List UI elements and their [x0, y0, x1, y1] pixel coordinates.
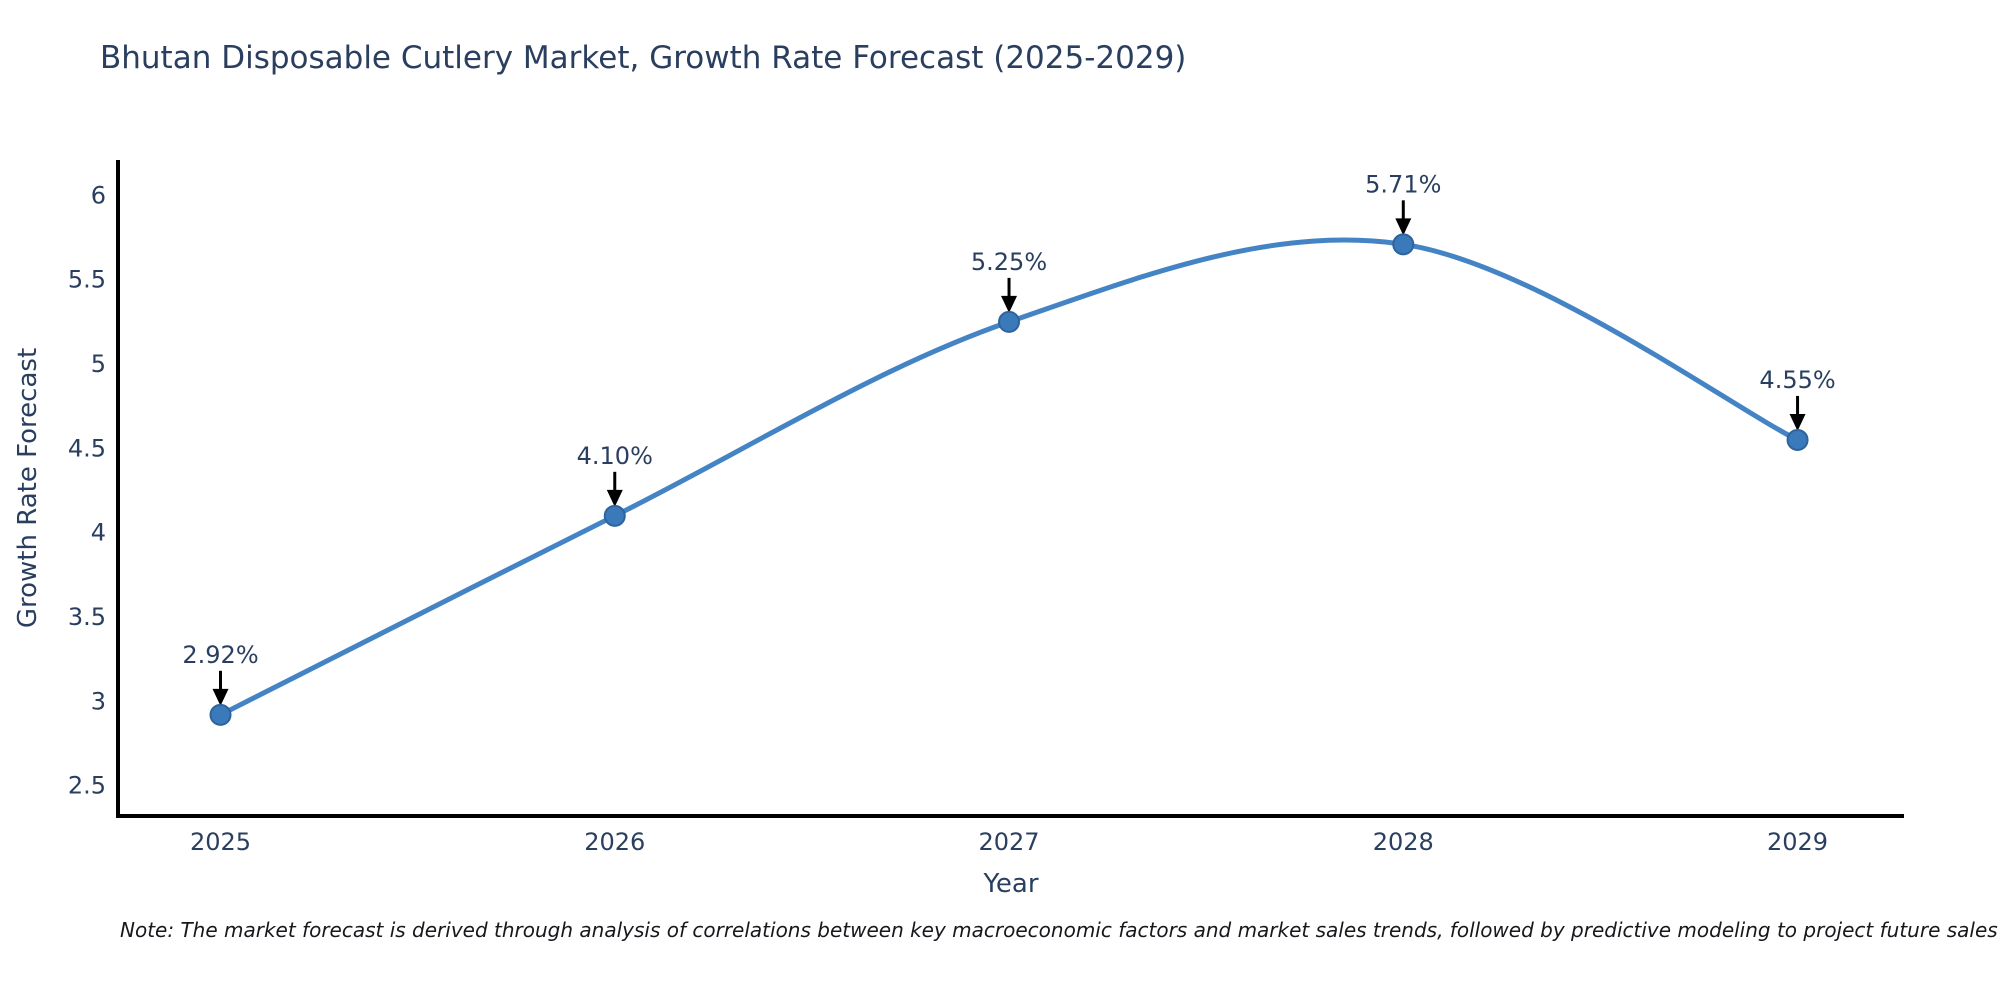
data-point-marker — [603, 504, 626, 527]
data-point-label: 5.25% — [971, 248, 1047, 276]
x-tick-label: 2028 — [1373, 828, 1434, 856]
annotation-arrowhead-icon — [1395, 218, 1412, 236]
annotation-arrowhead-icon — [212, 688, 229, 706]
x-tick-label: 2026 — [584, 828, 645, 856]
data-point-marker — [1786, 428, 1809, 451]
data-point-label: 4.10% — [577, 442, 653, 470]
data-point-marker — [1392, 233, 1415, 256]
x-tick-label: 2025 — [190, 828, 251, 856]
y-tick-label: 2.5 — [68, 772, 106, 800]
data-point-label: 2.92% — [182, 641, 258, 669]
y-tick-label: 5 — [91, 350, 106, 378]
y-tick-label: 4.5 — [68, 434, 106, 462]
y-axis-title: Growth Rate Forecast — [13, 348, 43, 628]
x-tick-label: 2027 — [978, 828, 1039, 856]
data-point-label: 4.55% — [1759, 366, 1835, 394]
y-tick-label: 5.5 — [68, 266, 106, 294]
x-axis-title: Year — [982, 869, 1038, 899]
annotation-arrowhead-icon — [1789, 413, 1806, 431]
y-tick-label: 3 — [91, 687, 106, 715]
data-point-label: 5.71% — [1365, 170, 1441, 198]
y-tick-label: 3.5 — [68, 603, 106, 631]
y-tick-label: 6 — [91, 181, 106, 209]
annotation-arrowhead-icon — [1001, 295, 1018, 313]
footnote: Note: The market forecast is derived thr… — [120, 918, 1998, 942]
chart-title: Bhutan Disposable Cutlery Market, Growth… — [100, 40, 1187, 76]
data-point-marker — [998, 310, 1021, 333]
annotation-arrowhead-icon — [606, 489, 623, 507]
data-point-marker — [209, 703, 232, 726]
y-tick-label: 4 — [91, 519, 106, 547]
x-tick-label: 2029 — [1767, 828, 1828, 856]
